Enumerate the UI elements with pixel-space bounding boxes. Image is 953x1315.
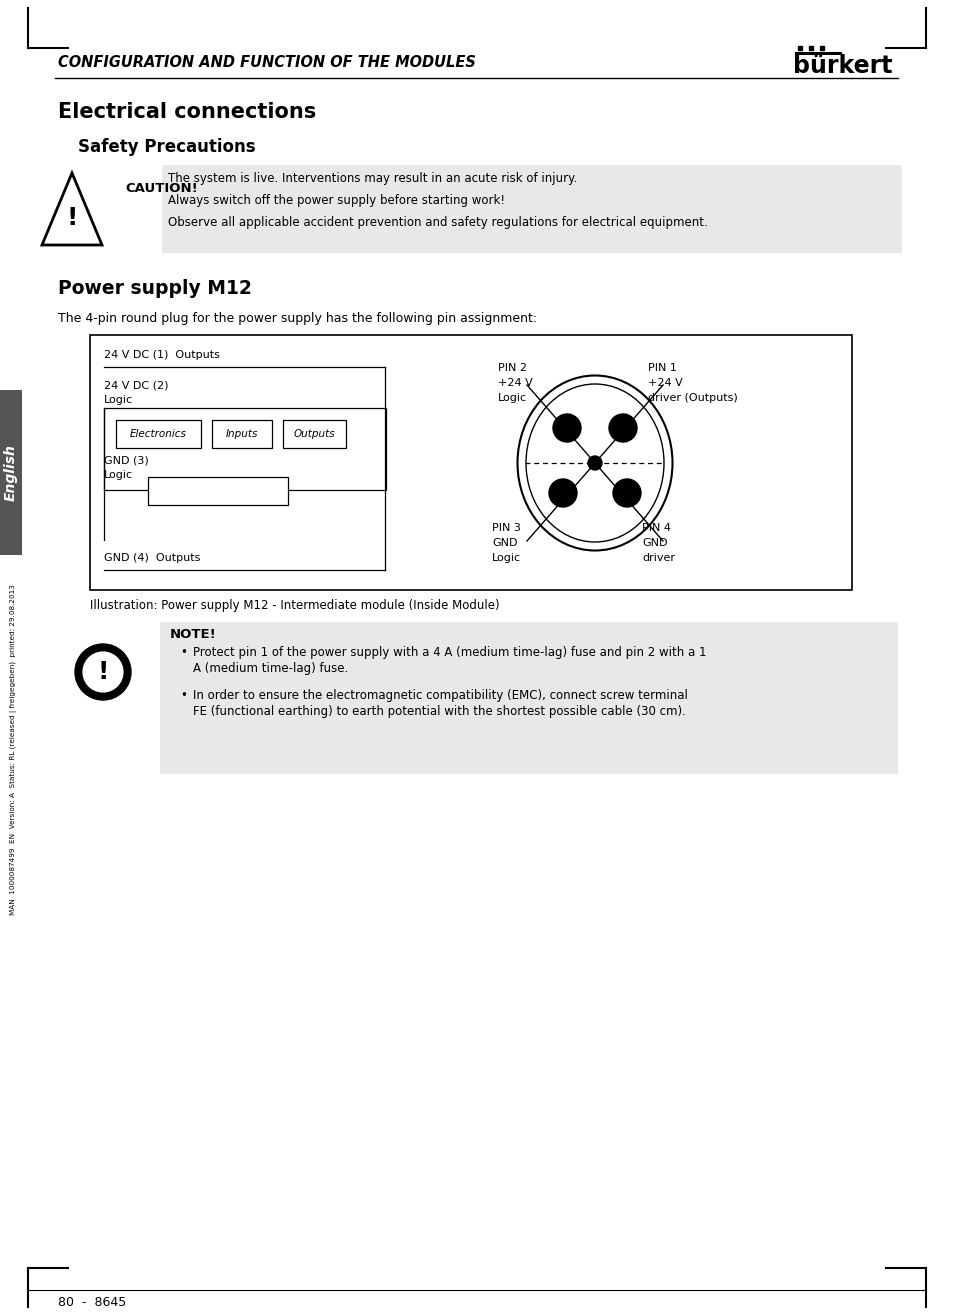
Text: NOTE!: NOTE!: [170, 627, 216, 640]
Text: CAUTION!: CAUTION!: [125, 181, 197, 195]
Text: PIN 3: PIN 3: [492, 523, 520, 533]
Bar: [212, 419, 272, 448]
Text: A (medium time-lag) fuse.: A (medium time-lag) fuse.: [193, 661, 348, 675]
Ellipse shape: [525, 384, 663, 542]
Text: GND: GND: [492, 538, 517, 548]
Text: PIN 4: PIN 4: [641, 523, 670, 533]
Circle shape: [553, 414, 580, 442]
Text: Logic: Logic: [497, 393, 527, 402]
Text: Protect pin 1 of the power supply with a 4 A (medium time-lag) fuse and pin 2 wi: Protect pin 1 of the power supply with a…: [193, 646, 706, 659]
Text: driver (Outputs): driver (Outputs): [647, 393, 737, 402]
Text: PIN 2: PIN 2: [497, 363, 526, 373]
Text: MAN  1000087499  EN  Version: A  Status: RL (released | freigegeben)  printed: 2: MAN 1000087499 EN Version: A Status: RL …: [10, 585, 17, 915]
Text: •: •: [180, 689, 187, 701]
Text: !: !: [97, 660, 109, 684]
Ellipse shape: [517, 376, 672, 551]
Text: The 4-pin round plug for the power supply has the following pin assignment:: The 4-pin round plug for the power suppl…: [58, 312, 537, 325]
Text: Logic: Logic: [492, 554, 520, 563]
Text: bürkert: bürkert: [792, 54, 892, 78]
Text: FE (functional earthing) to earth potential with the shortest possible cable (30: FE (functional earthing) to earth potent…: [193, 705, 685, 718]
Text: 24 V DC (2): 24 V DC (2): [104, 380, 169, 391]
Circle shape: [75, 644, 131, 700]
Bar: [148, 477, 288, 505]
Text: Electrical connections: Electrical connections: [58, 103, 315, 122]
Text: Outputs: Outputs: [294, 429, 335, 439]
Text: 80  -  8645: 80 - 8645: [58, 1295, 126, 1308]
Text: GND (3): GND (3): [104, 455, 149, 466]
Text: +24 V: +24 V: [497, 377, 532, 388]
Text: Safety Precautions: Safety Precautions: [78, 138, 255, 156]
Text: Logic: Logic: [104, 469, 133, 480]
Circle shape: [613, 479, 640, 508]
Text: In order to ensure the electromagnetic compatibility (EMC), connect screw termin: In order to ensure the electromagnetic c…: [193, 689, 687, 701]
Circle shape: [608, 414, 637, 442]
Text: +24 V: +24 V: [647, 377, 682, 388]
Bar: [116, 419, 201, 448]
Text: Observe all applicable accident prevention and safety regulations for electrical: Observe all applicable accident preventi…: [168, 216, 707, 229]
Text: !: !: [67, 205, 77, 230]
Text: PIN 1: PIN 1: [647, 363, 677, 373]
Text: English: English: [4, 444, 18, 501]
Text: •: •: [180, 646, 187, 659]
Text: driver: driver: [641, 554, 675, 563]
Bar: [90, 335, 851, 590]
Text: Logic: Logic: [104, 394, 133, 405]
Text: GND: GND: [641, 538, 667, 548]
Text: Electronics: Electronics: [130, 429, 187, 439]
Text: Inputs: Inputs: [226, 429, 258, 439]
Text: Power supply M12: Power supply M12: [58, 279, 252, 297]
Bar: [160, 622, 897, 775]
Bar: [0, 391, 22, 555]
Text: CONFIGURATION AND FUNCTION OF THE MODULES: CONFIGURATION AND FUNCTION OF THE MODULE…: [58, 54, 476, 70]
Text: The system is live. Interventions may result in an acute risk of injury.: The system is live. Interventions may re…: [168, 171, 577, 184]
Bar: [104, 408, 386, 490]
Circle shape: [81, 650, 125, 694]
Text: 24 V DC (1)  Outputs: 24 V DC (1) Outputs: [104, 350, 219, 360]
Text: Illustration: Power supply M12 - Intermediate module (Inside Module): Illustration: Power supply M12 - Interme…: [90, 598, 499, 611]
Circle shape: [548, 479, 577, 508]
Text: GND (4)  Outputs: GND (4) Outputs: [104, 554, 200, 563]
Text: Always switch off the power supply before starting work!: Always switch off the power supply befor…: [168, 193, 504, 206]
Bar: [162, 164, 901, 252]
Circle shape: [587, 456, 601, 469]
Bar: [283, 419, 346, 448]
